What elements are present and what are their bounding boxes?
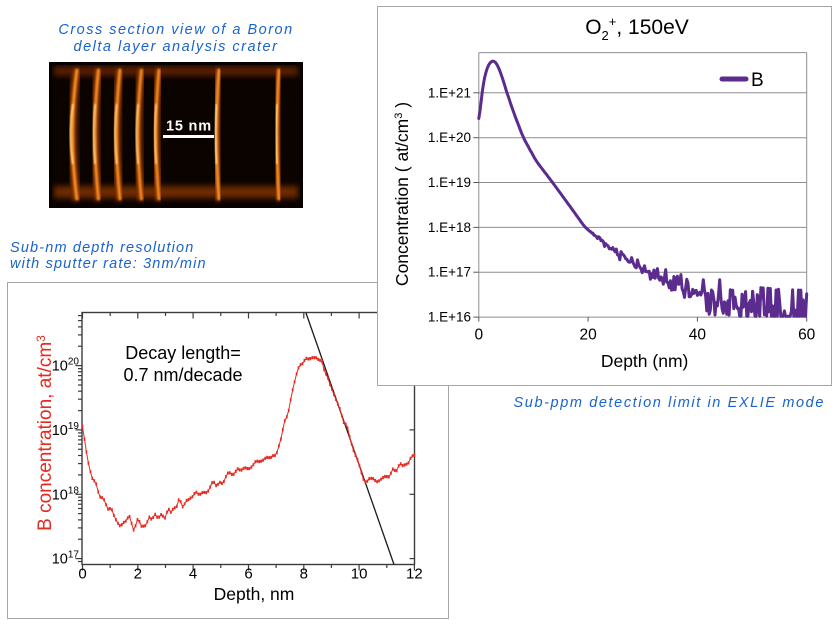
- svg-text:Depth, nm: Depth, nm: [214, 584, 295, 604]
- svg-text:0: 0: [78, 566, 86, 583]
- svg-text:4: 4: [189, 566, 197, 583]
- svg-text:40: 40: [689, 327, 707, 344]
- svg-text:Concentration ( at/cm3 ): Concentration ( at/cm3 ): [392, 102, 412, 286]
- svg-text:Depth (nm): Depth (nm): [601, 351, 689, 371]
- svg-text:10: 10: [351, 566, 368, 583]
- svg-text:1.E+21: 1.E+21: [428, 85, 471, 100]
- svg-text:12: 12: [406, 566, 423, 583]
- svg-text:Decay length=: Decay length=: [125, 343, 241, 363]
- svg-text:O2+, 150eV: O2+, 150eV: [585, 14, 689, 43]
- svg-text:B concentration, at/cm3: B concentration, at/cm3: [34, 335, 56, 531]
- svg-text:0: 0: [474, 327, 483, 344]
- svg-text:6: 6: [244, 566, 252, 583]
- svg-text:1.E+16: 1.E+16: [428, 310, 471, 325]
- svg-text:1.E+20: 1.E+20: [428, 130, 471, 145]
- svg-text:15 nm: 15 nm: [166, 119, 212, 135]
- svg-text:B: B: [751, 70, 764, 91]
- svg-text:0.7 nm/decade: 0.7 nm/decade: [123, 365, 242, 385]
- svg-text:1.E+17: 1.E+17: [428, 265, 471, 280]
- svg-text:1.E+19: 1.E+19: [428, 175, 471, 190]
- svg-text:1.E+18: 1.E+18: [428, 220, 471, 235]
- svg-text:8: 8: [300, 566, 308, 583]
- svg-text:20: 20: [579, 327, 597, 344]
- svg-text:2: 2: [134, 566, 142, 583]
- svg-text:60: 60: [798, 327, 816, 344]
